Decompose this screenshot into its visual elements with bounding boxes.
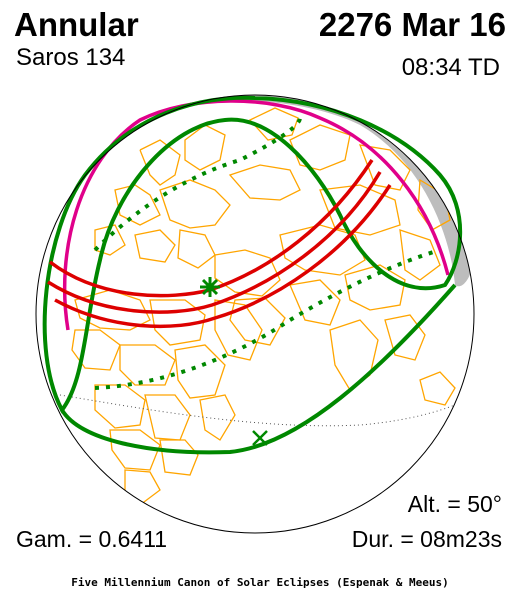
- greatest-eclipse-marker: [200, 277, 220, 297]
- sub-solar-marker: [252, 430, 268, 446]
- altitude-value: Alt. = 50°: [407, 491, 502, 517]
- globe-outline: [35, 94, 475, 534]
- gamma-value: Gam. = 0.6411: [16, 526, 168, 552]
- northern-dotted-curve: [93, 117, 302, 252]
- eclipse-time: 08:34 TD: [401, 54, 500, 81]
- eclipse-date-title: 2276 Mar 16: [318, 6, 506, 43]
- duration-value: Dur. = 08m23s: [351, 526, 502, 552]
- saros-label: Saros 134: [16, 44, 126, 71]
- max-eclipse-curve: [94, 248, 441, 390]
- globe-disc: [36, 95, 474, 533]
- penumbra-limit-southern: [60, 283, 457, 455]
- eclipse-type-title: Annular: [14, 6, 139, 43]
- map-borders: [71, 107, 456, 506]
- penumbra-limit-outer: [42, 95, 463, 414]
- footer-credit: Five Millennium Canon of Solar Eclipses …: [71, 576, 449, 589]
- rise-set-curve: [62, 99, 450, 331]
